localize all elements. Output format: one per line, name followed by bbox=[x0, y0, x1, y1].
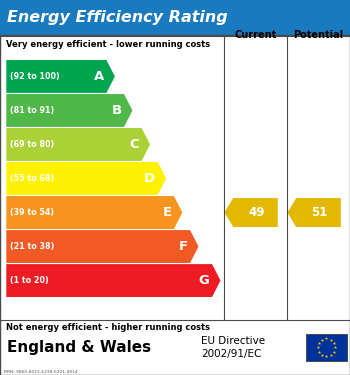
Text: (92 to 100): (92 to 100) bbox=[10, 72, 60, 81]
Text: RRN: 9860-8072-6238-6321-4914: RRN: 9860-8072-6238-6321-4914 bbox=[4, 370, 77, 374]
Text: (1 to 20): (1 to 20) bbox=[10, 276, 49, 285]
Text: (69 to 80): (69 to 80) bbox=[10, 140, 55, 149]
Text: England & Wales: England & Wales bbox=[7, 340, 151, 355]
Text: B: B bbox=[111, 104, 121, 117]
Text: A: A bbox=[94, 70, 104, 83]
Bar bbox=[306, 334, 346, 361]
Text: Very energy efficient - lower running costs: Very energy efficient - lower running co… bbox=[6, 40, 210, 49]
Text: 51: 51 bbox=[312, 206, 328, 219]
Polygon shape bbox=[6, 128, 150, 161]
Text: (81 to 91): (81 to 91) bbox=[10, 106, 55, 115]
Text: (39 to 54): (39 to 54) bbox=[10, 208, 55, 217]
Text: 49: 49 bbox=[248, 206, 265, 219]
Polygon shape bbox=[6, 60, 115, 93]
Text: F: F bbox=[178, 240, 188, 253]
Text: (21 to 38): (21 to 38) bbox=[10, 242, 55, 251]
Text: G: G bbox=[199, 274, 210, 287]
Text: E: E bbox=[162, 206, 172, 219]
Bar bbox=[0, 0, 350, 34]
Text: Energy Efficiency Rating: Energy Efficiency Rating bbox=[7, 10, 228, 25]
Text: Potential: Potential bbox=[293, 30, 344, 40]
Polygon shape bbox=[6, 94, 132, 127]
Polygon shape bbox=[224, 198, 278, 227]
Text: EU Directive
2002/91/EC: EU Directive 2002/91/EC bbox=[201, 336, 265, 359]
Text: (55 to 68): (55 to 68) bbox=[10, 174, 55, 183]
Polygon shape bbox=[6, 162, 166, 195]
Polygon shape bbox=[287, 198, 341, 227]
Polygon shape bbox=[6, 264, 220, 297]
Text: Not energy efficient - higher running costs: Not energy efficient - higher running co… bbox=[6, 322, 210, 332]
Text: D: D bbox=[144, 172, 155, 185]
Text: Current: Current bbox=[234, 30, 276, 40]
Polygon shape bbox=[6, 230, 198, 263]
Polygon shape bbox=[6, 196, 182, 229]
Text: C: C bbox=[130, 138, 139, 151]
